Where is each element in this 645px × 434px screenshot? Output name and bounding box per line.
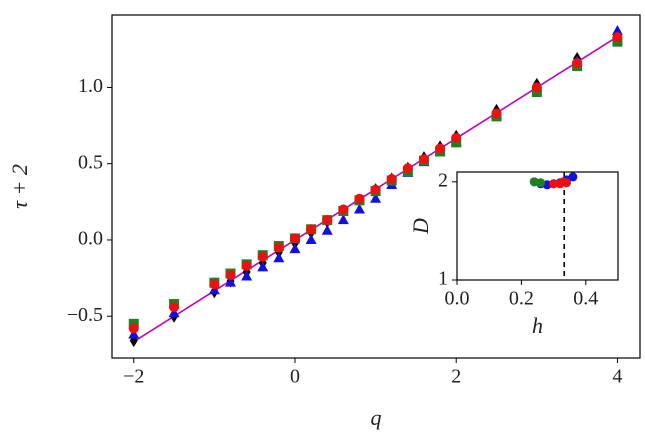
point: [338, 204, 349, 215]
y-axis-label: τ + 2: [7, 164, 32, 209]
point: [370, 184, 381, 195]
y-tick-label: 1: [438, 268, 448, 290]
point: [225, 270, 236, 281]
point: [451, 132, 462, 143]
point: [273, 252, 285, 263]
point: [289, 233, 300, 244]
point: [435, 143, 446, 154]
point: [241, 270, 253, 281]
point: [568, 172, 578, 182]
point: [337, 214, 349, 225]
x-tick-label: −2: [123, 366, 144, 388]
point: [168, 307, 180, 318]
point: [536, 178, 546, 188]
y-tick-label: −0.5: [67, 304, 103, 326]
x-tick-label: 0: [290, 366, 300, 388]
point: [402, 163, 413, 174]
point: [386, 173, 397, 184]
point: [611, 25, 623, 36]
point: [353, 203, 365, 214]
point: [241, 260, 252, 271]
point: [418, 154, 429, 165]
point: [257, 251, 268, 262]
point: [169, 302, 180, 313]
x-tick-label: 4: [612, 366, 622, 388]
point: [209, 279, 220, 290]
y-tick-label: 0.0: [78, 228, 103, 250]
x-tick-label: 2: [451, 366, 461, 388]
plot-area: [456, 171, 619, 281]
point: [224, 276, 236, 287]
point: [370, 192, 382, 203]
x-axis-label: h: [532, 313, 543, 338]
point: [273, 242, 284, 253]
y-axis-label: D: [408, 218, 433, 235]
point: [549, 179, 559, 189]
y-tick-label: 2: [438, 169, 448, 191]
point: [128, 328, 140, 339]
y-tick-label: 1.0: [78, 75, 103, 97]
point: [321, 224, 333, 235]
point: [561, 178, 571, 188]
point: [305, 233, 317, 244]
x-axis-label: q: [371, 405, 382, 430]
x-tick-label: 0.0: [445, 288, 470, 310]
y-tick-label: 0.5: [78, 151, 103, 173]
point: [257, 261, 269, 272]
point: [354, 193, 365, 204]
point: [531, 82, 542, 93]
point: [289, 243, 301, 254]
x-tick-label: 0.2: [509, 288, 534, 310]
point: [572, 58, 583, 69]
x-tick-label: 0.4: [573, 288, 598, 310]
point: [128, 323, 139, 334]
point: [322, 215, 333, 226]
point: [306, 224, 317, 235]
point: [491, 108, 502, 119]
point: [208, 284, 220, 295]
point: [612, 32, 623, 43]
